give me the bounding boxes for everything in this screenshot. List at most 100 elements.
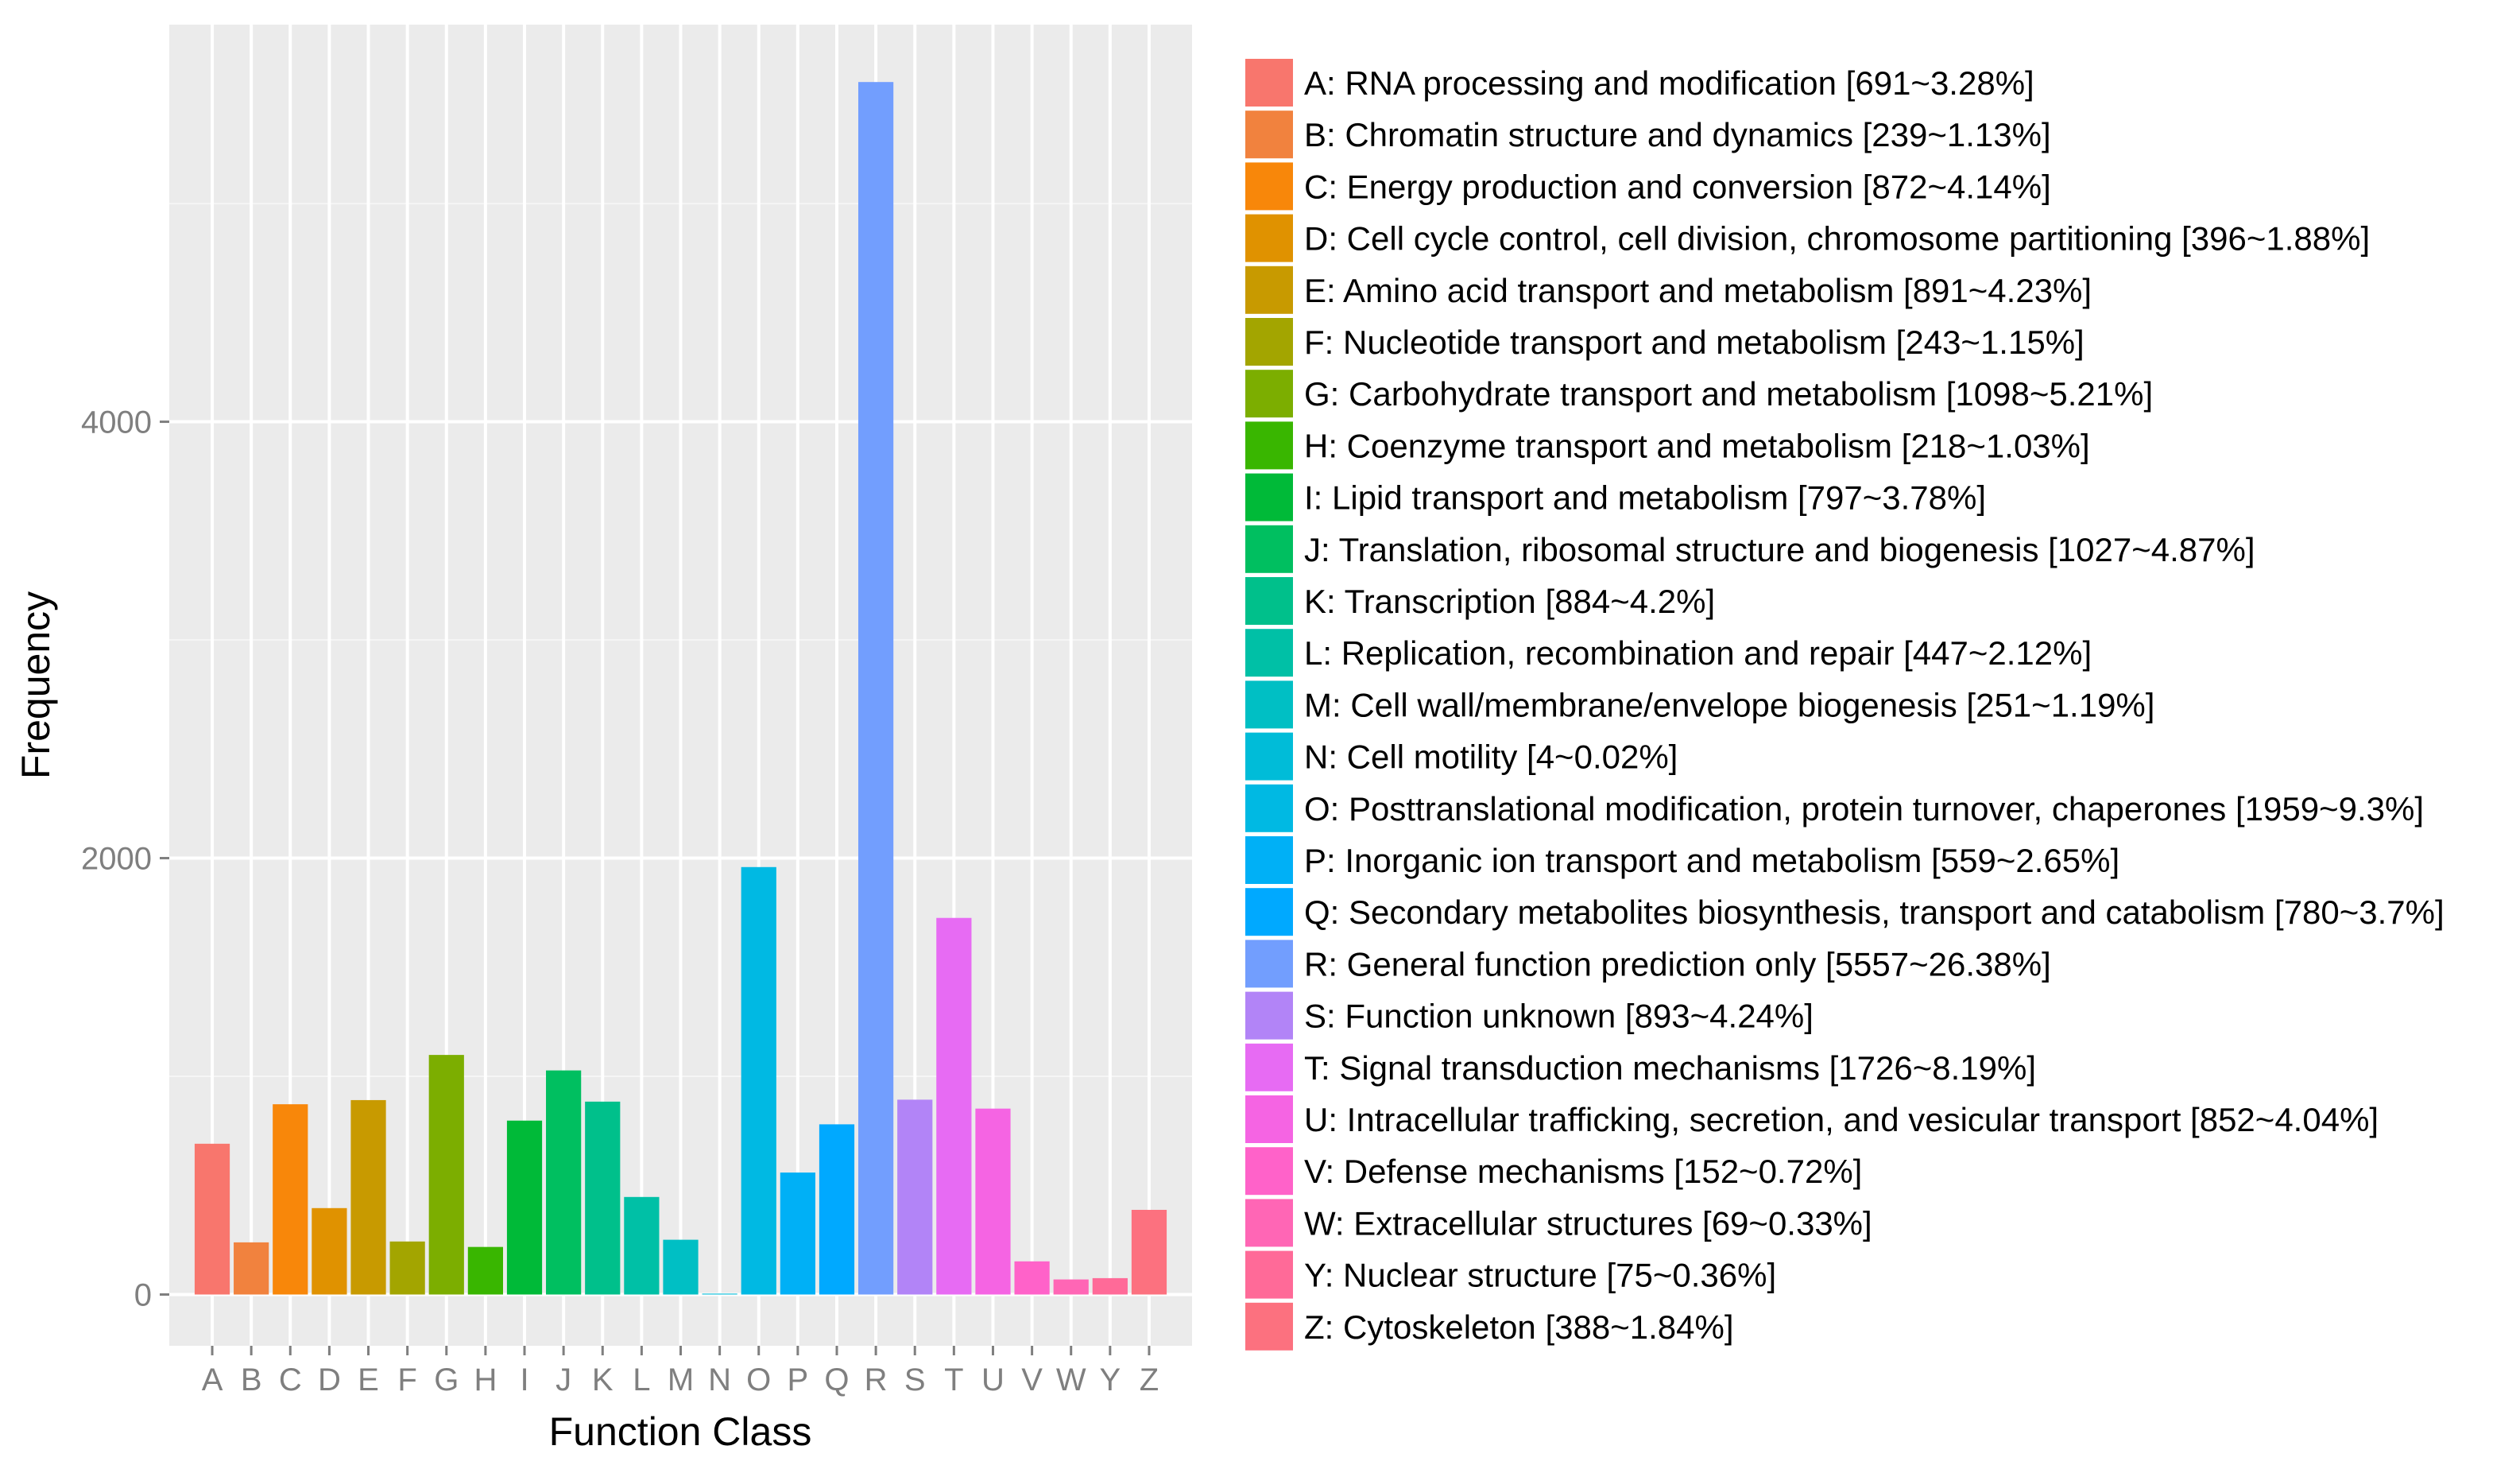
legend-label: I: Lipid transport and metabolism [797~3…: [1304, 479, 1986, 517]
legend-label: D: Cell cycle control, cell division, ch…: [1304, 220, 2370, 258]
x-tick-label: Z: [1140, 1362, 1159, 1397]
legend-key: [1245, 991, 1293, 1040]
bar-P: [780, 1172, 815, 1295]
y-tick-label: 4000: [81, 405, 152, 440]
legend-key: [1245, 732, 1293, 781]
legend-key: [1245, 110, 1293, 159]
bar-K: [585, 1101, 621, 1295]
x-tick-label: A: [202, 1362, 223, 1397]
bar-H: [467, 1246, 503, 1295]
bar-N: [702, 1293, 737, 1295]
legend-label: L: Replication, recombination and repair…: [1304, 634, 2092, 672]
x-axis-title: Function Class: [549, 1409, 812, 1454]
bar-T: [936, 917, 972, 1295]
x-tick-label: M: [668, 1362, 694, 1397]
bar-C: [273, 1104, 308, 1295]
bar-O: [741, 866, 776, 1295]
legend-key: [1245, 680, 1293, 729]
legend-key: [1245, 577, 1293, 625]
x-tick-label: V: [1021, 1362, 1043, 1397]
bar-I: [506, 1120, 543, 1295]
legend-label: T: Signal transduction mechanisms [1726~…: [1304, 1049, 2036, 1087]
x-tick-label: F: [397, 1362, 416, 1397]
legend-label: P: Inorganic ion transport and metabolis…: [1304, 842, 2119, 879]
bar-L: [624, 1196, 660, 1295]
legend-key: [1245, 59, 1293, 107]
bar-U: [975, 1108, 1011, 1295]
legend-key: [1245, 940, 1293, 988]
x-tick-label: R: [865, 1362, 888, 1397]
legend-label: J: Translation, ribosomal structure and …: [1304, 531, 2255, 568]
legend-label: R: General function prediction only [555…: [1304, 945, 2051, 983]
legend-key: [1245, 836, 1293, 884]
legend-key: [1245, 784, 1293, 832]
legend-label: S: Function unknown [893~4.24%]: [1304, 998, 1814, 1035]
x-tick-label: P: [788, 1362, 809, 1397]
x-tick-label: N: [708, 1362, 731, 1397]
bar-Y: [1092, 1277, 1128, 1295]
bar-E: [350, 1099, 386, 1295]
x-tick-label: W: [1056, 1362, 1086, 1397]
x-tick-label: Y: [1099, 1362, 1121, 1397]
legend-key: [1245, 629, 1293, 677]
x-tick-label: H: [474, 1362, 497, 1397]
legend-key: [1245, 525, 1293, 573]
x-tick-label: L: [633, 1362, 650, 1397]
legend-key: [1245, 370, 1293, 418]
legend-label: M: Cell wall/membrane/envelope biogenesi…: [1304, 686, 2154, 723]
y-tick-label: 0: [134, 1277, 152, 1312]
legend-label: B: Chromatin structure and dynamics [239…: [1304, 116, 2051, 153]
legend-label: K: Transcription [884~4.2%]: [1304, 583, 1715, 620]
legend-label: O: Posttranslational modification, prote…: [1304, 790, 2424, 828]
legend-key: [1245, 1147, 1293, 1196]
x-tick-label: J: [555, 1362, 571, 1397]
legend-label: G: Carbohydrate transport and metabolism…: [1304, 375, 2153, 413]
legend-key: [1245, 1043, 1293, 1091]
legend-label: C: Energy production and conversion [872…: [1304, 168, 2051, 205]
x-tick-label: Q: [824, 1362, 849, 1397]
legend-key: [1245, 162, 1293, 211]
legend-key: [1245, 1199, 1293, 1247]
x-tick-label: O: [746, 1362, 771, 1397]
x-tick-label: K: [592, 1362, 614, 1397]
y-axis-title: Frequency: [14, 591, 58, 779]
bar-F: [389, 1241, 425, 1295]
legend-key: [1245, 318, 1293, 366]
bar-R: [858, 82, 894, 1295]
x-tick-label: C: [279, 1362, 302, 1397]
x-tick-label: S: [904, 1362, 926, 1397]
legend-label: A: RNA processing and modification [691~…: [1304, 64, 2034, 102]
bar-A: [194, 1143, 230, 1295]
legend-label: H: Coenzyme transport and metabolism [21…: [1304, 427, 2090, 464]
bar-J: [546, 1070, 582, 1295]
legend-key: [1245, 214, 1293, 262]
legend-key: [1245, 1095, 1293, 1143]
bar-D: [312, 1207, 347, 1295]
legend-label: F: Nucleotide transport and metabolism […: [1304, 324, 2085, 361]
legend-label: Q: Secondary metabolites biosynthesis, t…: [1304, 893, 2445, 931]
legend-label: E: Amino acid transport and metabolism […: [1304, 272, 2092, 309]
y-axis: 0 2000 4000: [81, 405, 169, 1312]
legend-label: V: Defense mechanisms [152~0.72%]: [1304, 1153, 1862, 1190]
bar-G: [428, 1055, 464, 1295]
legend-key: [1245, 421, 1293, 470]
x-tick-label: E: [358, 1362, 379, 1397]
legend-label: Z: Cytoskeleton [388~1.84%]: [1304, 1308, 1733, 1346]
y-tick-label: 2000: [81, 842, 152, 877]
legend-key: [1245, 1250, 1293, 1299]
x-tick-label: I: [520, 1362, 528, 1397]
legend: A: RNA processing and modification [691~…: [1245, 59, 2445, 1351]
legend-label: N: Cell motility [4~0.02%]: [1304, 738, 1678, 776]
bar-V: [1014, 1261, 1050, 1295]
bar-M: [663, 1239, 699, 1295]
bar-Q: [819, 1124, 855, 1295]
bar-Z: [1131, 1209, 1167, 1295]
bar-S: [897, 1099, 933, 1295]
legend-key: [1245, 266, 1293, 314]
x-tick-label: T: [944, 1362, 963, 1397]
x-tick-label: B: [241, 1362, 262, 1397]
bars: [194, 82, 1167, 1295]
bar-W: [1053, 1279, 1089, 1295]
legend-label: W: Extracellular structures [69~0.33%]: [1304, 1204, 1872, 1242]
